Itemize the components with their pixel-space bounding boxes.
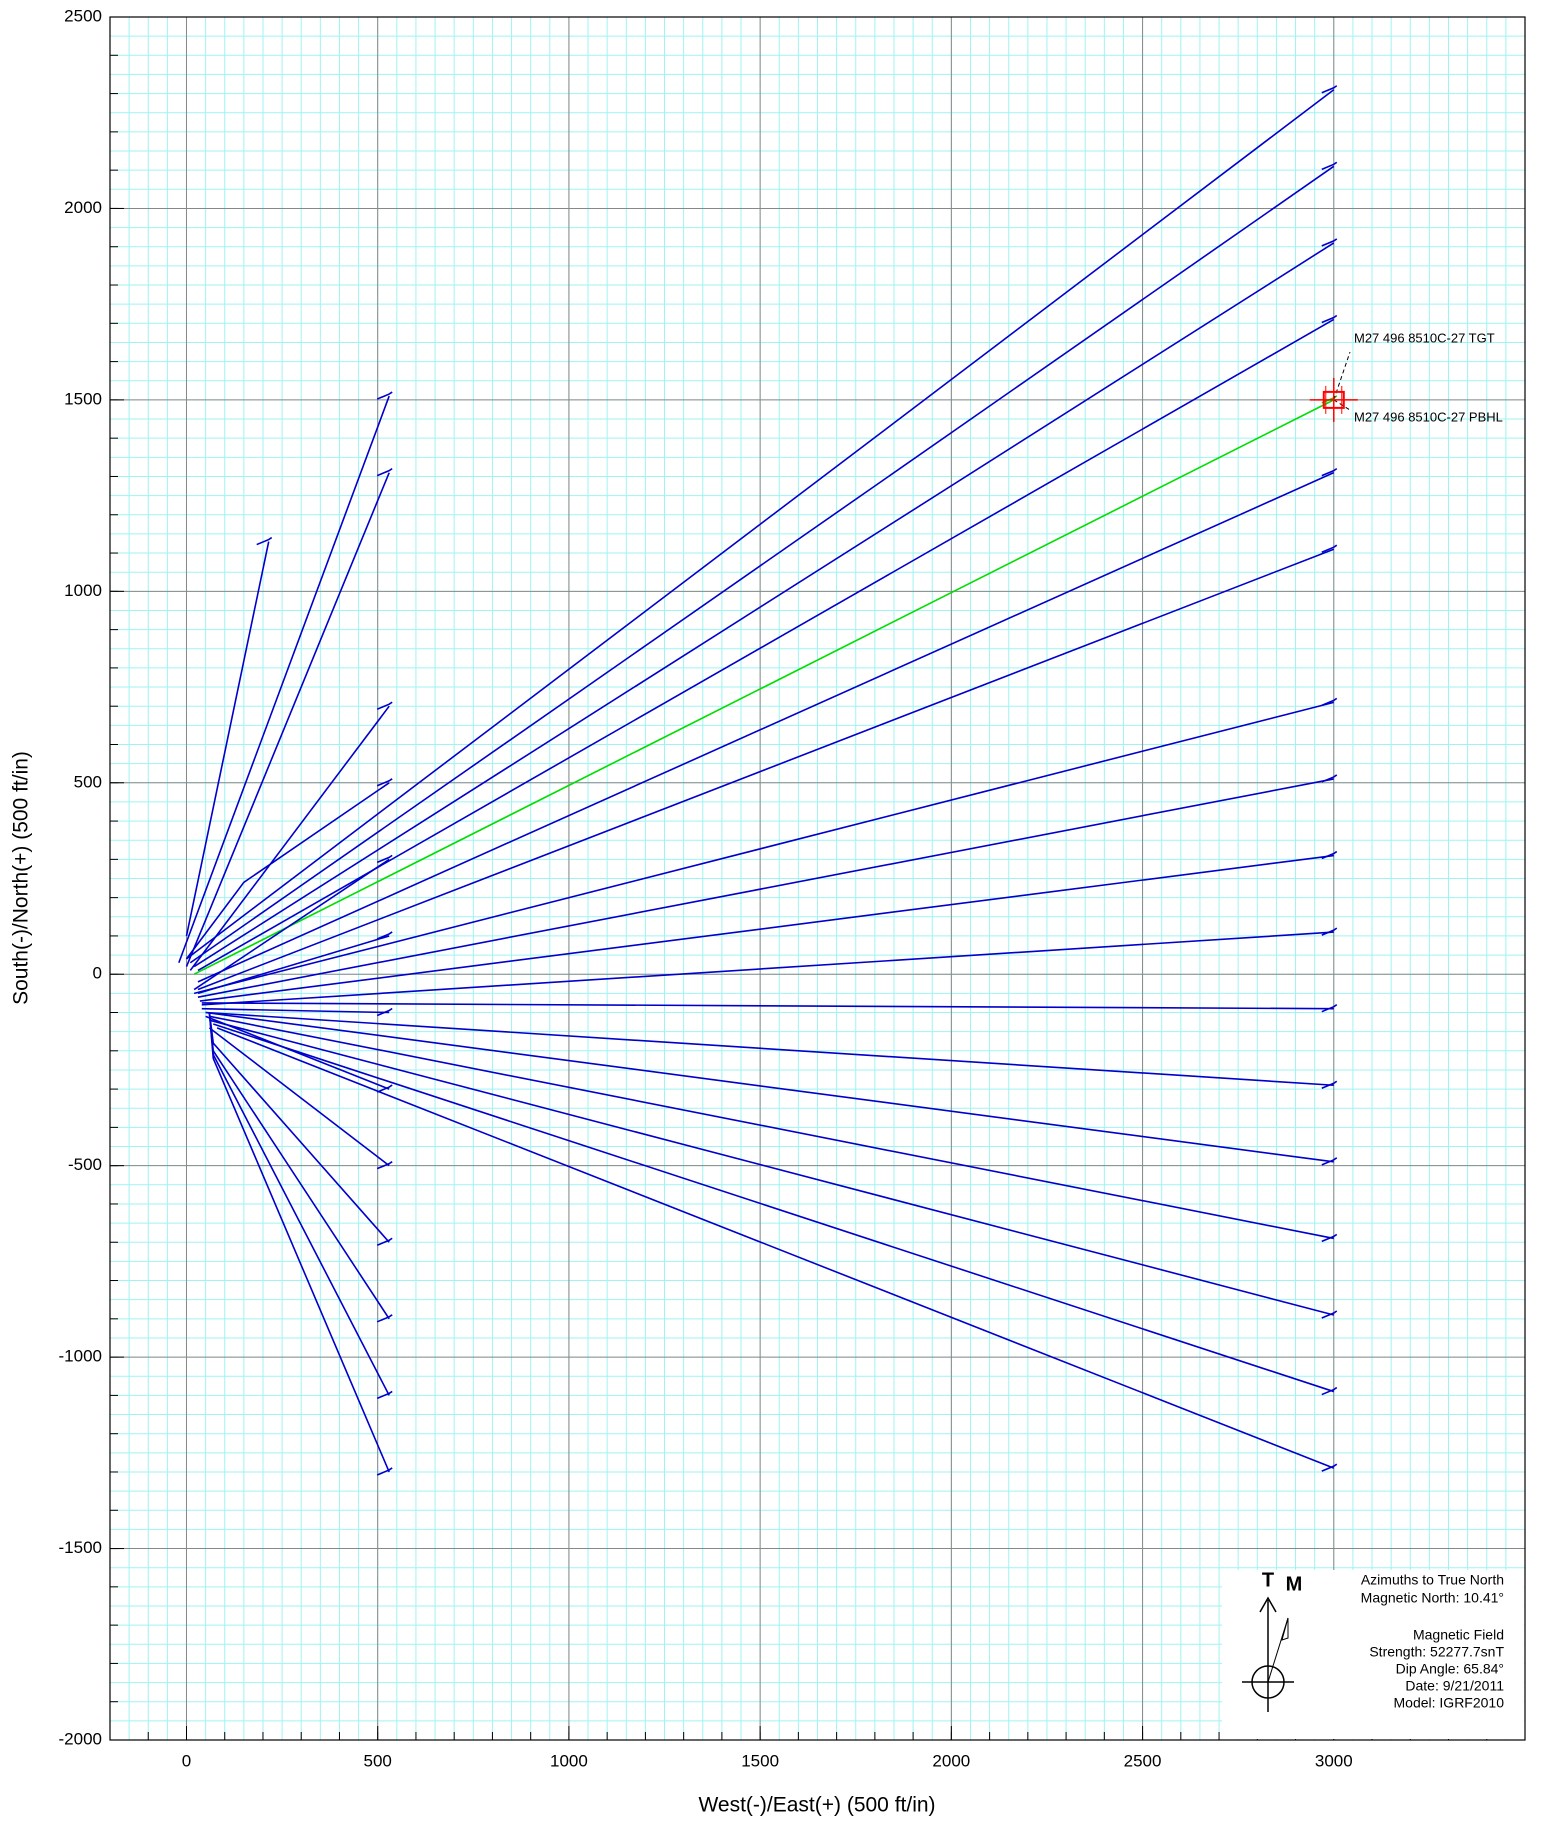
well-path — [193, 701, 1334, 995]
well-path — [189, 705, 390, 971]
well-path — [197, 548, 1335, 991]
well-path — [208, 1027, 390, 1167]
info-text: Date: 9/21/2011 — [1405, 1678, 1504, 1694]
y-tick-label: -1500 — [59, 1538, 102, 1557]
y-axis-title: South(-)/North(+) (500 ft/in) — [10, 751, 33, 1005]
end-marker — [376, 1390, 393, 1400]
info-text: Magnetic Field — [1413, 1627, 1504, 1643]
end-marker — [376, 931, 393, 940]
well-path — [205, 1011, 1334, 1087]
well-path — [201, 931, 1334, 1006]
end-marker — [1321, 314, 1338, 324]
end-marker — [1321, 697, 1338, 707]
plot-frame — [109, 16, 1526, 1741]
well-path — [201, 1007, 390, 1014]
well-path — [197, 471, 1335, 983]
end-marker — [1321, 467, 1338, 477]
end-marker — [376, 1314, 393, 1323]
end-marker — [1321, 238, 1338, 247]
info-text: Strength: 52277.7snT — [1369, 1644, 1504, 1660]
well-path — [193, 399, 1335, 975]
y-tick-label: 0 — [93, 964, 102, 983]
target-label: M27 496 8510C-27 TGT — [1354, 330, 1495, 345]
y-tick-label: 500 — [74, 772, 102, 791]
y-tick-label: 2500 — [64, 6, 102, 25]
well-path — [208, 1012, 390, 1473]
target-label: M27 496 8510C-27 PBHL — [1354, 409, 1503, 424]
well-path — [186, 89, 1335, 960]
well-path — [209, 1019, 1334, 1316]
well-path — [189, 165, 1335, 964]
end-marker — [1321, 850, 1338, 860]
end-marker — [1321, 1233, 1338, 1243]
end-marker — [376, 467, 393, 477]
well-path — [201, 1002, 1334, 1010]
info-text: Dip Angle: 65.84° — [1396, 1661, 1504, 1677]
x-tick-label: 500 — [364, 1751, 392, 1770]
well-path — [205, 1015, 390, 1090]
end-marker — [376, 391, 393, 400]
y-tick-label: 2000 — [64, 198, 102, 217]
end-marker — [1321, 161, 1338, 171]
well-path — [199, 854, 1334, 1002]
end-marker — [1321, 1080, 1338, 1089]
y-tick-label: -500 — [68, 1155, 102, 1174]
end-marker — [1321, 544, 1338, 553]
end-marker — [376, 1467, 393, 1476]
well-path — [197, 318, 1335, 972]
x-tick-label: 0 — [182, 1751, 191, 1770]
north-arrow-head — [1259, 1596, 1277, 1613]
x-tick-label: 2000 — [932, 1751, 970, 1770]
end-marker — [376, 778, 393, 787]
well-path — [185, 541, 270, 937]
y-tick-label: -2000 — [59, 1729, 102, 1748]
end-marker — [376, 1161, 393, 1170]
x-tick-label: 3000 — [1315, 1751, 1353, 1770]
well-path — [193, 242, 1335, 968]
well-path — [213, 1023, 1335, 1393]
true-north-label: T — [1262, 1569, 1274, 1591]
end-marker — [376, 701, 393, 710]
end-marker — [376, 1084, 393, 1093]
end-marker — [1321, 1310, 1338, 1319]
well-path — [197, 778, 1334, 998]
end-marker — [256, 536, 273, 546]
well-path — [185, 782, 390, 960]
x-axis-title: West(-)/East(+) (500 ft/in) — [698, 1794, 935, 1817]
well-path — [209, 1015, 1334, 1240]
end-marker — [376, 1007, 393, 1017]
x-tick-label: 2500 — [1124, 1751, 1162, 1770]
end-marker — [1321, 1004, 1338, 1013]
y-tick-label: -1000 — [59, 1347, 102, 1366]
well-path — [185, 472, 390, 967]
end-marker — [1321, 85, 1338, 94]
y-tick-label: 1500 — [64, 389, 102, 408]
well-path — [193, 858, 390, 991]
well-path — [205, 1011, 1334, 1163]
magnetic-arrow-head — [1281, 1617, 1289, 1641]
end-marker — [1321, 1157, 1338, 1166]
well-path — [216, 1027, 1335, 1469]
info-text: Azimuths to True North — [1361, 1572, 1504, 1588]
end-marker — [1321, 927, 1338, 936]
x-tick-label: 1000 — [550, 1751, 588, 1770]
end-marker — [1321, 1386, 1338, 1396]
info-text: Magnetic North: 10.41° — [1361, 1590, 1504, 1606]
end-marker — [376, 854, 393, 864]
well-path — [178, 395, 390, 964]
well-path — [197, 935, 390, 995]
x-tick-label: 1500 — [741, 1751, 779, 1770]
end-marker — [376, 1237, 393, 1246]
info-text: Model: IGRF2010 — [1394, 1695, 1505, 1711]
magnetic-north-label: M — [1286, 1573, 1303, 1595]
y-tick-label: 1000 — [64, 581, 102, 600]
info-box — [1222, 1570, 1524, 1739]
end-marker — [1321, 1463, 1338, 1472]
end-marker — [1321, 774, 1338, 783]
